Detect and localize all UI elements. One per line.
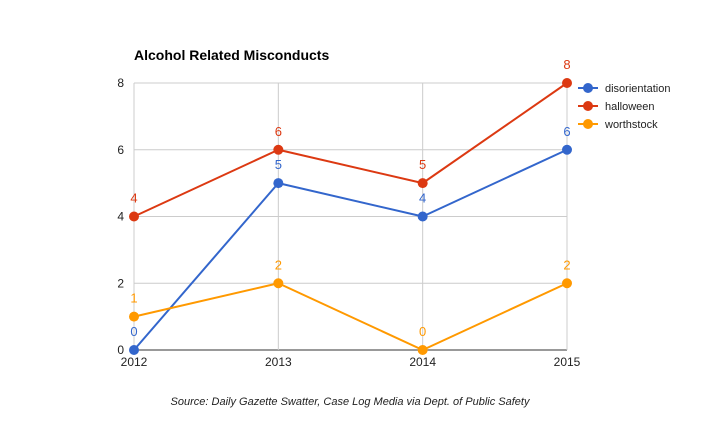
- legend-swatch-marker: [583, 83, 593, 93]
- y-tick-label: 4: [117, 210, 124, 224]
- chart-title: Alcohol Related Misconducts: [134, 47, 329, 63]
- data-label-halloween: 8: [563, 57, 570, 72]
- y-tick-label: 2: [117, 276, 124, 290]
- data-label-disorientation: 5: [275, 157, 282, 172]
- data-point-worthstock[interactable]: [129, 311, 139, 322]
- legend-label: worthstock: [604, 119, 658, 131]
- data-point-worthstock[interactable]: [273, 278, 284, 289]
- data-label-worthstock: 0: [419, 324, 426, 339]
- y-axis: 0 2 4 6 8: [117, 76, 124, 357]
- data-label-disorientation: 4: [419, 191, 426, 206]
- data-label-halloween: 4: [130, 191, 137, 206]
- data-point-disorientation[interactable]: [562, 144, 572, 155]
- data-label-disorientation: 0: [130, 324, 137, 339]
- series-lines: [129, 78, 572, 355]
- data-point-worthstock[interactable]: [562, 278, 572, 289]
- legend: disorientation halloween worthstock: [578, 83, 670, 131]
- legend-label: halloween: [605, 101, 655, 113]
- data-label-worthstock: 1: [130, 291, 137, 306]
- legend-label: disorientation: [605, 83, 670, 95]
- x-axis: 2012 2013 2014 2015: [121, 355, 581, 369]
- data-labels: 0 5 4 6 4 6 5 8 1 2 0 2: [130, 57, 570, 339]
- x-tick-label: 2014: [409, 355, 436, 369]
- legend-item-disorientation[interactable]: disorientation: [578, 83, 670, 95]
- series-line-halloween: [133, 82, 568, 218]
- series-worthstock: [129, 278, 572, 355]
- data-point-disorientation[interactable]: [417, 211, 428, 222]
- data-point-halloween[interactable]: [273, 144, 284, 155]
- data-label-halloween: 5: [419, 157, 426, 172]
- legend-swatch-marker: [583, 101, 593, 111]
- x-tick-label: 2013: [265, 355, 292, 369]
- data-point-disorientation[interactable]: [129, 345, 139, 355]
- data-point-halloween[interactable]: [129, 211, 139, 222]
- legend-swatch-marker: [583, 119, 593, 129]
- x-tick-label: 2012: [121, 355, 148, 369]
- source-note: Source: Daily Gazette Swatter, Case Log …: [171, 396, 531, 408]
- series-line-worthstock: [133, 282, 568, 351]
- y-tick-label: 8: [117, 76, 124, 90]
- data-point-halloween[interactable]: [417, 178, 428, 189]
- data-label-halloween: 6: [275, 124, 282, 139]
- data-point-disorientation[interactable]: [273, 178, 284, 189]
- series-halloween: [129, 78, 572, 222]
- legend-item-worthstock[interactable]: worthstock: [578, 119, 658, 131]
- x-tick-label: 2015: [554, 355, 581, 369]
- data-label-worthstock: 2: [275, 257, 282, 272]
- data-point-worthstock[interactable]: [417, 345, 428, 355]
- data-point-halloween[interactable]: [562, 78, 572, 88]
- series-disorientation: [129, 144, 572, 355]
- y-tick-label: 6: [117, 143, 124, 157]
- data-label-disorientation: 6: [563, 124, 570, 139]
- legend-item-halloween[interactable]: halloween: [578, 101, 655, 113]
- grid: [133, 82, 568, 351]
- data-label-worthstock: 2: [563, 257, 570, 272]
- series-line-disorientation: [133, 148, 568, 351]
- y-tick-label: 0: [117, 343, 124, 357]
